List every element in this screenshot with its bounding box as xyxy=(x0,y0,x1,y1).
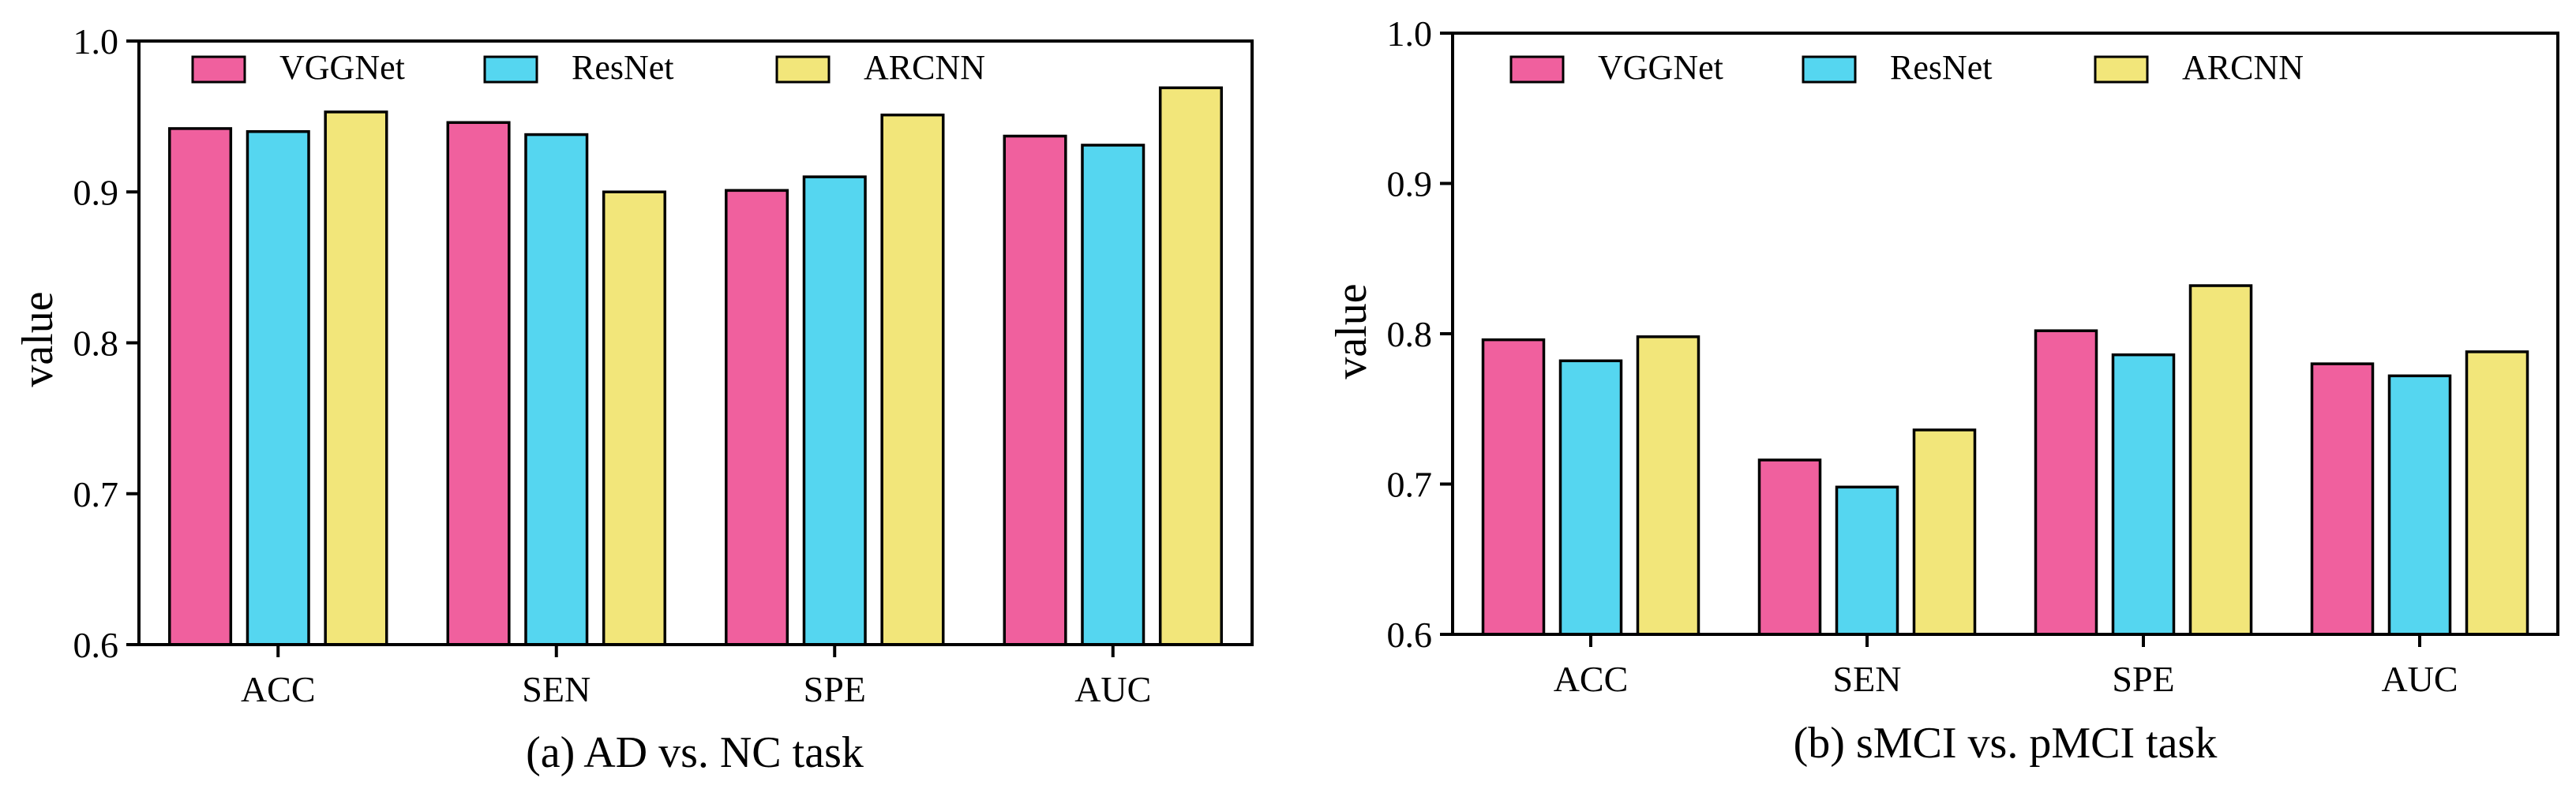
bar-vggnet-spe xyxy=(725,189,789,646)
x-tick-label-acc: ACC xyxy=(241,669,316,709)
bar-vggnet-auc xyxy=(2310,362,2375,636)
bar-vggnet-sen xyxy=(1757,458,1822,636)
bar-vggnet-sen xyxy=(446,121,511,646)
y-axis-label: value xyxy=(1327,283,1376,379)
legend-swatch-vggnet xyxy=(191,55,246,84)
bar-vggnet-auc xyxy=(1003,134,1067,646)
legend-label-arcnn: ARCNN xyxy=(2182,48,2304,87)
y-tick-label: 0.6 xyxy=(1387,615,1433,655)
legend-swatch-resnet xyxy=(1802,55,1857,84)
bar-vggnet-acc xyxy=(168,127,233,646)
axes xyxy=(1451,32,2559,636)
bar-resnet-auc xyxy=(1081,144,1146,646)
y-axis-label: value xyxy=(13,291,62,387)
bars xyxy=(1481,284,2529,636)
y-tick-label: 1.0 xyxy=(73,21,119,62)
bar-resnet-sen xyxy=(1835,485,1899,636)
legend: VGGNet ResNet ARCNN xyxy=(191,48,985,87)
legend-label-vggnet: VGGNet xyxy=(279,48,405,87)
bar-arcnn-acc xyxy=(1636,335,1700,636)
legend-label-vggnet: VGGNet xyxy=(1598,48,1723,87)
bar-arcnn-spe xyxy=(880,113,945,646)
x-tick-label-acc: ACC xyxy=(1554,659,1629,699)
bar-arcnn-sen xyxy=(1912,428,1977,636)
x-tick-label-auc: AUC xyxy=(1074,669,1151,709)
x-tick-label-sen: SEN xyxy=(522,669,591,709)
bar-resnet-sen xyxy=(524,133,589,646)
y-tick-label: 0.7 xyxy=(1387,465,1433,505)
bar-arcnn-auc xyxy=(1158,86,1223,646)
x-tick-label-auc: AUC xyxy=(2381,659,2458,699)
y-tick-label: 0.8 xyxy=(1387,314,1433,354)
y-tick-label: 1.0 xyxy=(1387,13,1433,54)
bar-vggnet-spe xyxy=(2034,329,2098,636)
bar-vggnet-acc xyxy=(1481,338,1546,636)
bar-arcnn-spe xyxy=(2188,284,2253,636)
legend-swatch-arcnn xyxy=(775,55,831,84)
chart-caption: (b) sMCI vs. pMCI task xyxy=(1794,719,2218,768)
y-tick-label: 0.9 xyxy=(73,172,119,212)
y-tick-label: 0.7 xyxy=(73,474,119,514)
panel-ad-vs-nc: value (a) AD vs. NC task 0.6 0.7 0.8 0.9 1.0… xyxy=(13,21,1254,777)
chart-caption: (a) AD vs. NC task xyxy=(526,728,864,777)
category-labels: ACC SEN SPE AUC xyxy=(1554,634,2458,699)
legend-swatch-vggnet xyxy=(1509,55,1565,84)
x-tick-label-sen: SEN xyxy=(1833,659,1902,699)
legend-label-resnet: ResNet xyxy=(572,48,674,87)
x-tick-label-spe: SPE xyxy=(804,669,866,709)
category-labels: ACC SEN SPE AUC xyxy=(241,645,1151,709)
panel-smci-vs-pmci: value (b) sMCI vs. pMCI task 0.60.70.80.… xyxy=(1327,13,2559,768)
plot-frame xyxy=(1451,32,2559,636)
legend-swatch-arcnn xyxy=(2094,55,2149,84)
legend-label-resnet: ResNet xyxy=(1890,48,1993,87)
legend: VGGNet ResNet ARCNN xyxy=(1509,48,2304,87)
bar-resnet-acc xyxy=(1558,359,1623,636)
y-tick-label: 0.6 xyxy=(73,625,119,665)
y-tick-labels: 0.6 0.7 0.8 0.9 1.0 xyxy=(1387,13,1453,655)
y-tick-labels: 0.6 0.7 0.8 0.9 1.0 xyxy=(73,21,139,665)
bars xyxy=(168,86,1223,646)
bar-arcnn-acc xyxy=(324,110,388,646)
bar-resnet-auc xyxy=(2387,374,2452,636)
x-tick-label-spe: SPE xyxy=(2112,659,2174,699)
bar-arcnn-auc xyxy=(2465,350,2529,636)
bar-resnet-acc xyxy=(246,130,310,646)
legend-label-arcnn: ARCNN xyxy=(864,48,985,87)
y-tick-label: 0.9 xyxy=(1387,164,1433,204)
bar-resnet-spe xyxy=(2111,353,2176,636)
plot-frame xyxy=(137,39,1254,646)
y-tick-label: 0.8 xyxy=(73,323,119,364)
legend-swatch-resnet xyxy=(483,55,538,84)
axes xyxy=(137,39,1254,646)
bar-resnet-spe xyxy=(802,175,867,646)
bar-arcnn-sen xyxy=(602,190,666,646)
